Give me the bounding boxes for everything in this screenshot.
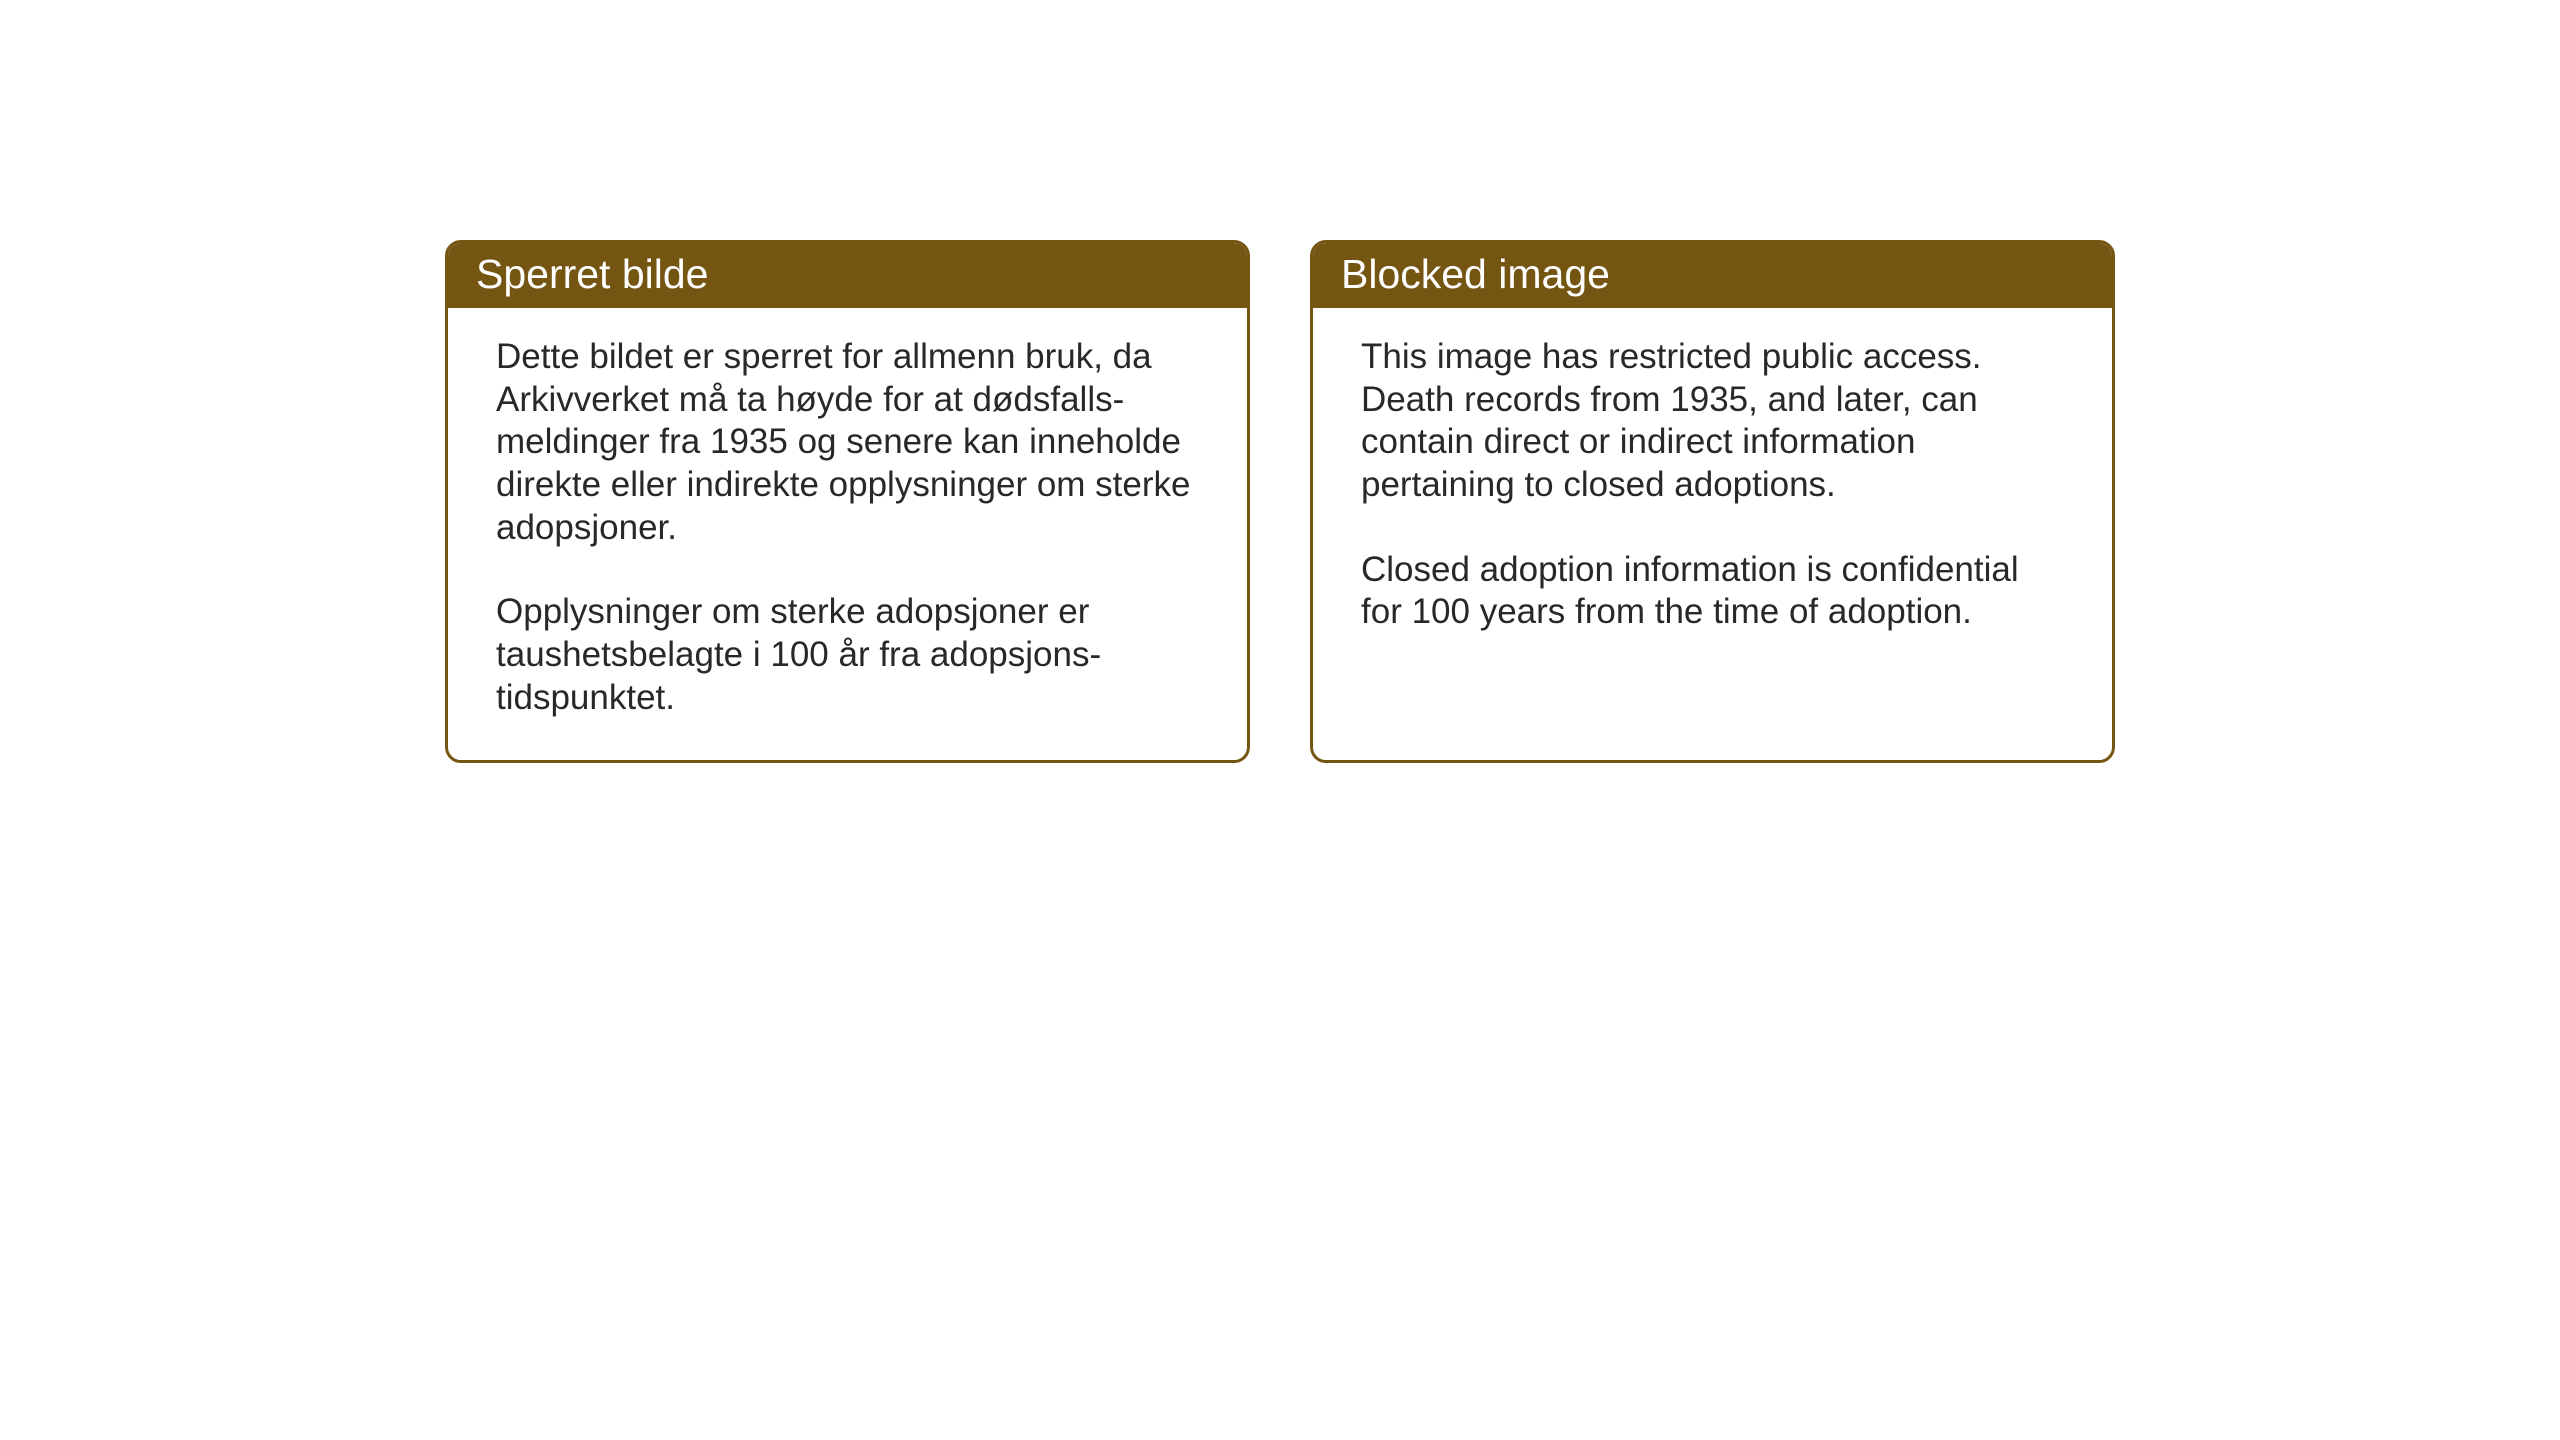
norwegian-card-body: Dette bildet er sperret for allmenn bruk…	[448, 308, 1247, 760]
english-paragraph-2: Closed adoption information is confident…	[1361, 549, 2064, 634]
english-notice-card: Blocked image This image has restricted …	[1310, 240, 2115, 763]
norwegian-card-title: Sperret bilde	[448, 243, 1247, 308]
norwegian-paragraph-2: Opplysninger om sterke adopsjoner er tau…	[496, 591, 1199, 719]
english-paragraph-1: This image has restricted public access.…	[1361, 336, 2064, 507]
notice-container: Sperret bilde Dette bildet er sperret fo…	[0, 240, 2560, 763]
norwegian-notice-card: Sperret bilde Dette bildet er sperret fo…	[445, 240, 1250, 763]
english-card-title: Blocked image	[1313, 243, 2112, 308]
norwegian-paragraph-1: Dette bildet er sperret for allmenn bruk…	[496, 336, 1199, 549]
english-card-body: This image has restricted public access.…	[1313, 308, 2112, 748]
